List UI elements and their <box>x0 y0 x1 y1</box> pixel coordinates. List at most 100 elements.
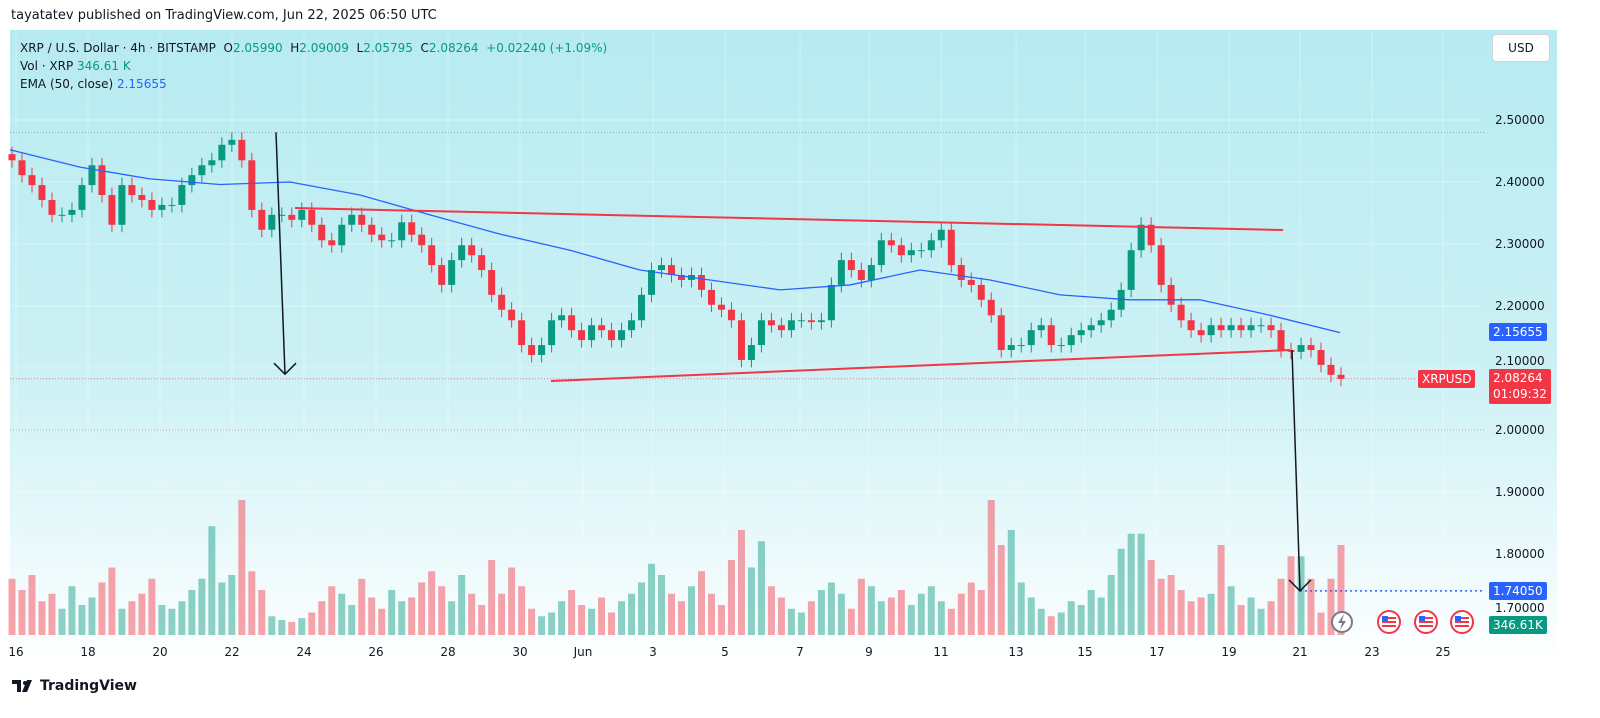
volume-bar <box>917 593 925 635</box>
volume-bar <box>1247 597 1255 635</box>
volume-bar <box>418 582 426 635</box>
candle-body <box>827 284 835 321</box>
y-tick-label: 1.80000 <box>1495 547 1545 561</box>
candle-body <box>118 185 126 225</box>
volume-bar <box>827 582 835 635</box>
candle-body <box>837 260 845 285</box>
candle-body <box>448 260 456 285</box>
volume-bar <box>857 578 865 635</box>
candle-body <box>1217 325 1225 331</box>
volume-bar <box>278 620 286 635</box>
x-tick-label: 19 <box>1221 645 1236 659</box>
candle-body <box>737 320 745 360</box>
candle-body <box>578 330 586 341</box>
volume-bar <box>697 571 705 635</box>
candle-body <box>1307 345 1315 351</box>
y-tick-label: 2.40000 <box>1495 175 1545 189</box>
candle-body <box>148 199 156 210</box>
candle-body <box>358 214 366 225</box>
candle-body <box>588 325 596 341</box>
candle-body <box>1087 325 1095 331</box>
volume-bar <box>68 586 76 635</box>
open-label: O <box>223 41 233 55</box>
symbol-title[interactable]: XRP / U.S. Dollar · 4h · BITSTAMP <box>20 41 216 55</box>
candle-body <box>1277 330 1285 351</box>
volume-bar <box>398 601 406 635</box>
volume-bar <box>1027 597 1035 635</box>
ema-line <box>9 149 1341 334</box>
candle-body <box>677 275 685 280</box>
volume-bar <box>78 605 86 635</box>
candle-body <box>158 204 166 210</box>
low-value: 2.05795 <box>363 41 413 55</box>
y-tick-label: 2.30000 <box>1495 237 1545 251</box>
volume-bar <box>1327 578 1335 635</box>
volume-bar <box>1217 545 1225 635</box>
candle-body <box>328 240 336 246</box>
volume-bar <box>1037 608 1045 635</box>
candle-body <box>68 209 76 215</box>
volume-bar <box>1157 578 1165 635</box>
bar-countdown: 01:09:32 <box>1493 387 1547 401</box>
candle-body <box>528 345 536 355</box>
currency-button[interactable]: USD <box>1492 34 1550 62</box>
volume-bar <box>208 526 216 635</box>
volume-bar <box>707 593 715 635</box>
candle-body <box>1017 345 1025 347</box>
candle-body <box>658 265 666 271</box>
candle-body <box>198 165 206 176</box>
candle-body <box>1197 330 1205 336</box>
volume-bar <box>408 597 416 635</box>
volume-bar <box>168 608 176 635</box>
volume-label[interactable]: Vol · XRP <box>20 59 74 73</box>
volume-bar <box>1277 578 1285 635</box>
candle-body <box>608 330 616 341</box>
candle-body <box>298 209 306 220</box>
volume-bar <box>737 530 745 635</box>
volume-bar <box>887 597 895 635</box>
candle-body <box>1297 345 1305 352</box>
lightning-icon[interactable] <box>1331 611 1353 633</box>
candle-body <box>777 325 785 331</box>
candle-body <box>98 165 106 196</box>
y-tick-label: 1.70000 <box>1495 601 1545 615</box>
candle-body <box>438 265 446 285</box>
x-tick-label: 20 <box>152 645 167 659</box>
candle-body <box>897 245 905 256</box>
candle-body <box>1147 224 1155 246</box>
candle-body <box>757 320 765 346</box>
us-flag-event-icon[interactable] <box>1414 610 1438 634</box>
volume-bar <box>368 597 376 635</box>
symbol-tag: XRPUSD <box>1418 370 1476 388</box>
volume-bar <box>588 608 596 635</box>
volume-bar <box>787 608 795 635</box>
volume-bar <box>777 597 785 635</box>
volume-bar <box>1177 590 1185 635</box>
volume-bar <box>987 500 995 635</box>
x-tick-label: 3 <box>649 645 657 659</box>
volume-bar <box>1317 612 1325 635</box>
x-tick-label: 23 <box>1364 645 1379 659</box>
ema-label[interactable]: EMA (50, close) <box>20 77 114 91</box>
candle-body <box>368 224 376 235</box>
high-value: 2.09009 <box>299 41 349 55</box>
candle-body <box>558 315 566 321</box>
us-flag-event-icon[interactable] <box>1377 610 1401 634</box>
candle-body <box>178 185 186 205</box>
candle-body <box>258 209 266 230</box>
us-flag-event-icon[interactable] <box>1450 610 1474 634</box>
volume-bar <box>328 586 336 635</box>
volume-bar <box>1207 593 1215 635</box>
candle-body <box>847 260 855 271</box>
candle-body <box>548 320 556 346</box>
candle-body <box>308 209 316 225</box>
volume-bar <box>1127 533 1135 635</box>
volume-bar <box>957 593 965 635</box>
tradingview-logo[interactable]: TradingView <box>12 678 137 694</box>
x-tick-label: 24 <box>296 645 311 659</box>
candle-body <box>1287 350 1295 352</box>
volume-bar <box>428 571 436 635</box>
candle-body <box>1237 325 1245 331</box>
x-tick-label: 28 <box>440 645 455 659</box>
